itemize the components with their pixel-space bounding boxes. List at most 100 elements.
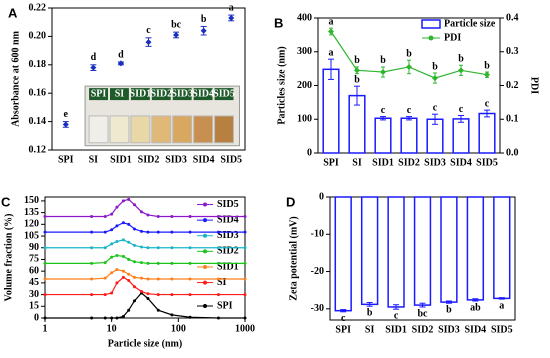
x-tick-label: SID2 [138, 154, 160, 165]
series-marker [146, 213, 150, 217]
y-tick-label: 200 [297, 80, 312, 91]
x-tick-label: 100 [171, 323, 186, 334]
series-marker [188, 246, 192, 250]
annotation: bc [418, 308, 429, 319]
series-marker [139, 245, 143, 249]
series-marker [127, 240, 131, 244]
annotation: d [91, 52, 97, 63]
series-marker [103, 246, 107, 250]
series-marker [156, 277, 160, 281]
vial-liquid [214, 115, 234, 144]
legend-marker [203, 304, 207, 308]
legend-label: SID4 [217, 214, 239, 225]
series-marker [90, 316, 94, 320]
marker [328, 28, 334, 35]
y-tick-label: 400 [297, 12, 312, 23]
bar-annotation: c [485, 98, 490, 109]
legend-marker [203, 202, 207, 207]
series-marker [216, 261, 220, 265]
series-marker [127, 279, 131, 283]
plot-frame [317, 17, 501, 154]
series-marker [43, 215, 47, 219]
series-marker [90, 230, 94, 234]
inset-label: SID4 [192, 88, 214, 99]
series-marker [170, 293, 174, 297]
y-tick-label: 100 [297, 114, 312, 125]
series-marker [216, 246, 220, 250]
series-marker [121, 199, 125, 203]
series-marker [188, 215, 192, 219]
series-marker [127, 257, 131, 261]
vial-cap [89, 88, 108, 101]
point [228, 14, 235, 21]
y-tick-label: 0.12 [29, 144, 47, 155]
series-line [45, 239, 245, 249]
marker [432, 75, 438, 82]
series-marker [170, 261, 174, 265]
series-marker [216, 277, 220, 281]
series-marker [90, 277, 94, 281]
bar-annotation: c [407, 105, 412, 116]
plot-frame [44, 196, 246, 319]
annotation: a [229, 2, 234, 13]
legend-marker [428, 35, 434, 41]
series-marker [43, 261, 47, 265]
panel-label: C [1, 194, 11, 209]
y-tick-label: 300 [297, 46, 312, 57]
series-marker [115, 281, 119, 285]
bar-annotation: a [329, 47, 334, 58]
annotation: a [499, 300, 504, 311]
series-marker [103, 261, 107, 265]
x-tick-label: 1 [43, 323, 48, 334]
annotation: c [341, 313, 346, 324]
series-marker [103, 215, 107, 219]
y-tick-label: 0.14 [29, 116, 47, 127]
annotation: c [146, 25, 151, 36]
x-tick-label: SID1 [110, 154, 132, 165]
vial-cap [172, 88, 192, 101]
y-tick-label: -30 [311, 303, 324, 314]
line-annotation: a [329, 16, 334, 27]
y-tick-label: 15 [29, 301, 39, 312]
series-marker [110, 271, 114, 275]
series-marker [90, 246, 94, 250]
series-marker [243, 261, 247, 265]
plot-frame [329, 196, 516, 321]
series-marker [121, 314, 125, 318]
series-marker [103, 293, 107, 297]
series-marker [243, 277, 247, 281]
point [173, 31, 180, 38]
inset-label: SID2 [150, 88, 172, 99]
x-tick-label: SID1 [385, 324, 407, 335]
x-tick-label: SI [352, 157, 362, 168]
bar [413, 196, 432, 306]
y-axis-label: Particles size (nm) [276, 46, 287, 124]
x-tick-label: SID4 [465, 324, 487, 335]
annotation: e [64, 109, 69, 120]
y-tick-label: 45 [29, 277, 39, 288]
series-marker [127, 222, 131, 226]
y-axis-label: Zeta potential (mV) [288, 216, 299, 300]
bar [400, 117, 418, 154]
annotation: b [446, 305, 452, 316]
series-marker [139, 261, 143, 265]
x-tick-label: SID1 [372, 157, 394, 168]
y2-tick-label: 0.1 [506, 114, 519, 125]
y-axis-label: Volume fraction (%) [3, 214, 14, 302]
y-tick-label: -20 [311, 266, 324, 277]
y2-tick-label: 0.0 [506, 147, 519, 158]
series-marker [188, 315, 192, 319]
series-marker [121, 254, 125, 258]
series-marker [43, 316, 47, 320]
vial-liquid [130, 115, 151, 144]
y-tick-label: 0.18 [29, 59, 47, 70]
bar-annotation: b [354, 74, 360, 85]
series-marker [110, 255, 114, 259]
series-marker [156, 215, 160, 219]
series-line [45, 292, 245, 319]
series-marker [170, 230, 174, 234]
series-marker [139, 229, 143, 233]
series-marker [243, 215, 247, 219]
